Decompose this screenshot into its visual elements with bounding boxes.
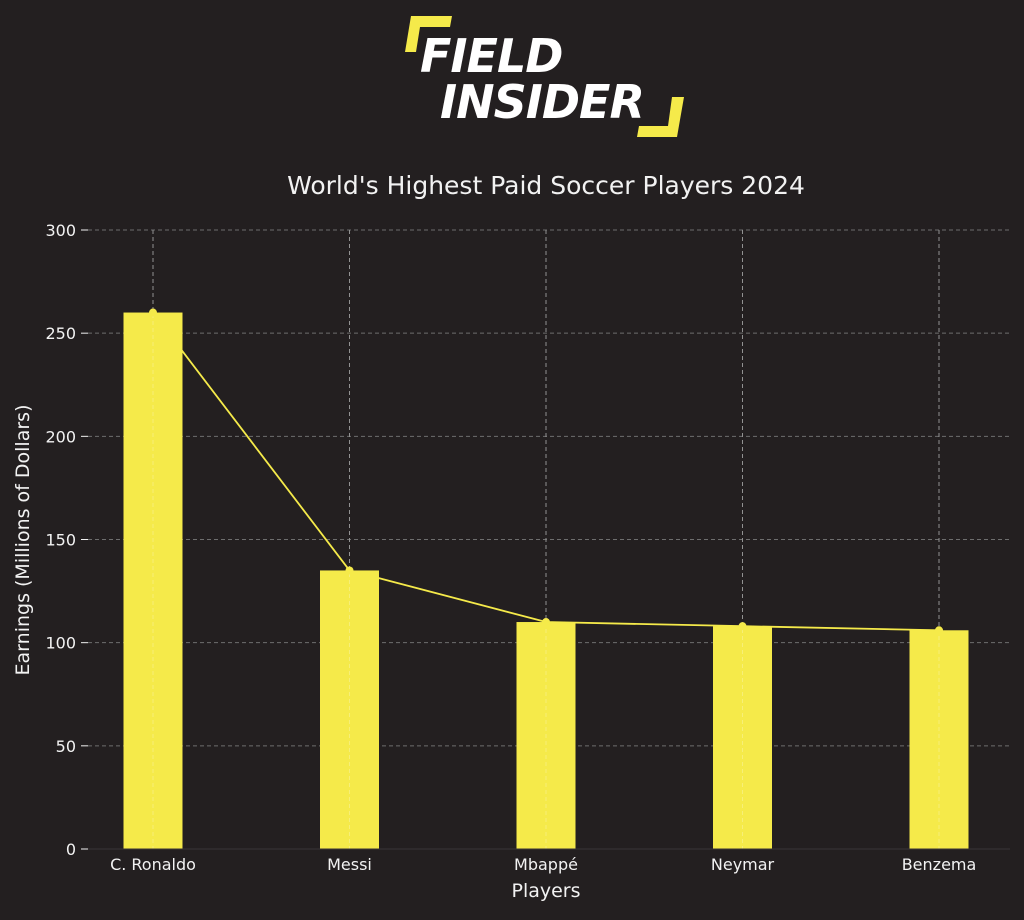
x-tick-label: C. Ronaldo: [110, 855, 196, 874]
bar: [516, 622, 576, 849]
logo: FIELD INSIDER: [405, 16, 684, 137]
axes: 0 50 100 150 200 250 300 C. Ronaldo Messi Mbappé N…: [45, 221, 1010, 874]
y-tick-label: 300: [45, 221, 76, 240]
trend-point: [149, 308, 157, 317]
x-tick-label: Benzema: [902, 855, 977, 874]
trend-line: [149, 308, 943, 635]
y-tick-label: 0: [66, 840, 76, 859]
logo-bracket-top-left: [405, 16, 452, 52]
y-tick-label: 150: [45, 531, 76, 550]
trend-point: [542, 618, 550, 627]
x-tick-label: Mbappé: [514, 855, 578, 874]
x-tick-label: Neymar: [711, 855, 775, 874]
bar: [713, 626, 772, 849]
y-tick-label: 50: [56, 737, 76, 756]
bars: [123, 230, 969, 849]
logo-line-1: FIELD: [420, 29, 562, 83]
y-tick-label: 200: [45, 427, 76, 446]
trend-point: [738, 622, 747, 631]
logo-bracket-bottom-right: [637, 97, 684, 137]
chart-title: World's Highest Paid Soccer Players 2024: [287, 171, 805, 200]
logo-line-2: INSIDER: [440, 75, 644, 129]
y-tick-label: 250: [45, 324, 76, 343]
bar: [909, 630, 969, 849]
trend-point: [935, 626, 943, 635]
bar: [123, 312, 183, 849]
x-axis-label: Players: [511, 880, 580, 902]
bar: [320, 570, 379, 849]
y-tick-label: 100: [45, 634, 76, 653]
y-axis-label: Earnings (Millions of Dollars): [12, 405, 34, 676]
x-tick-label: Messi: [327, 855, 372, 874]
trend-point: [345, 566, 354, 575]
